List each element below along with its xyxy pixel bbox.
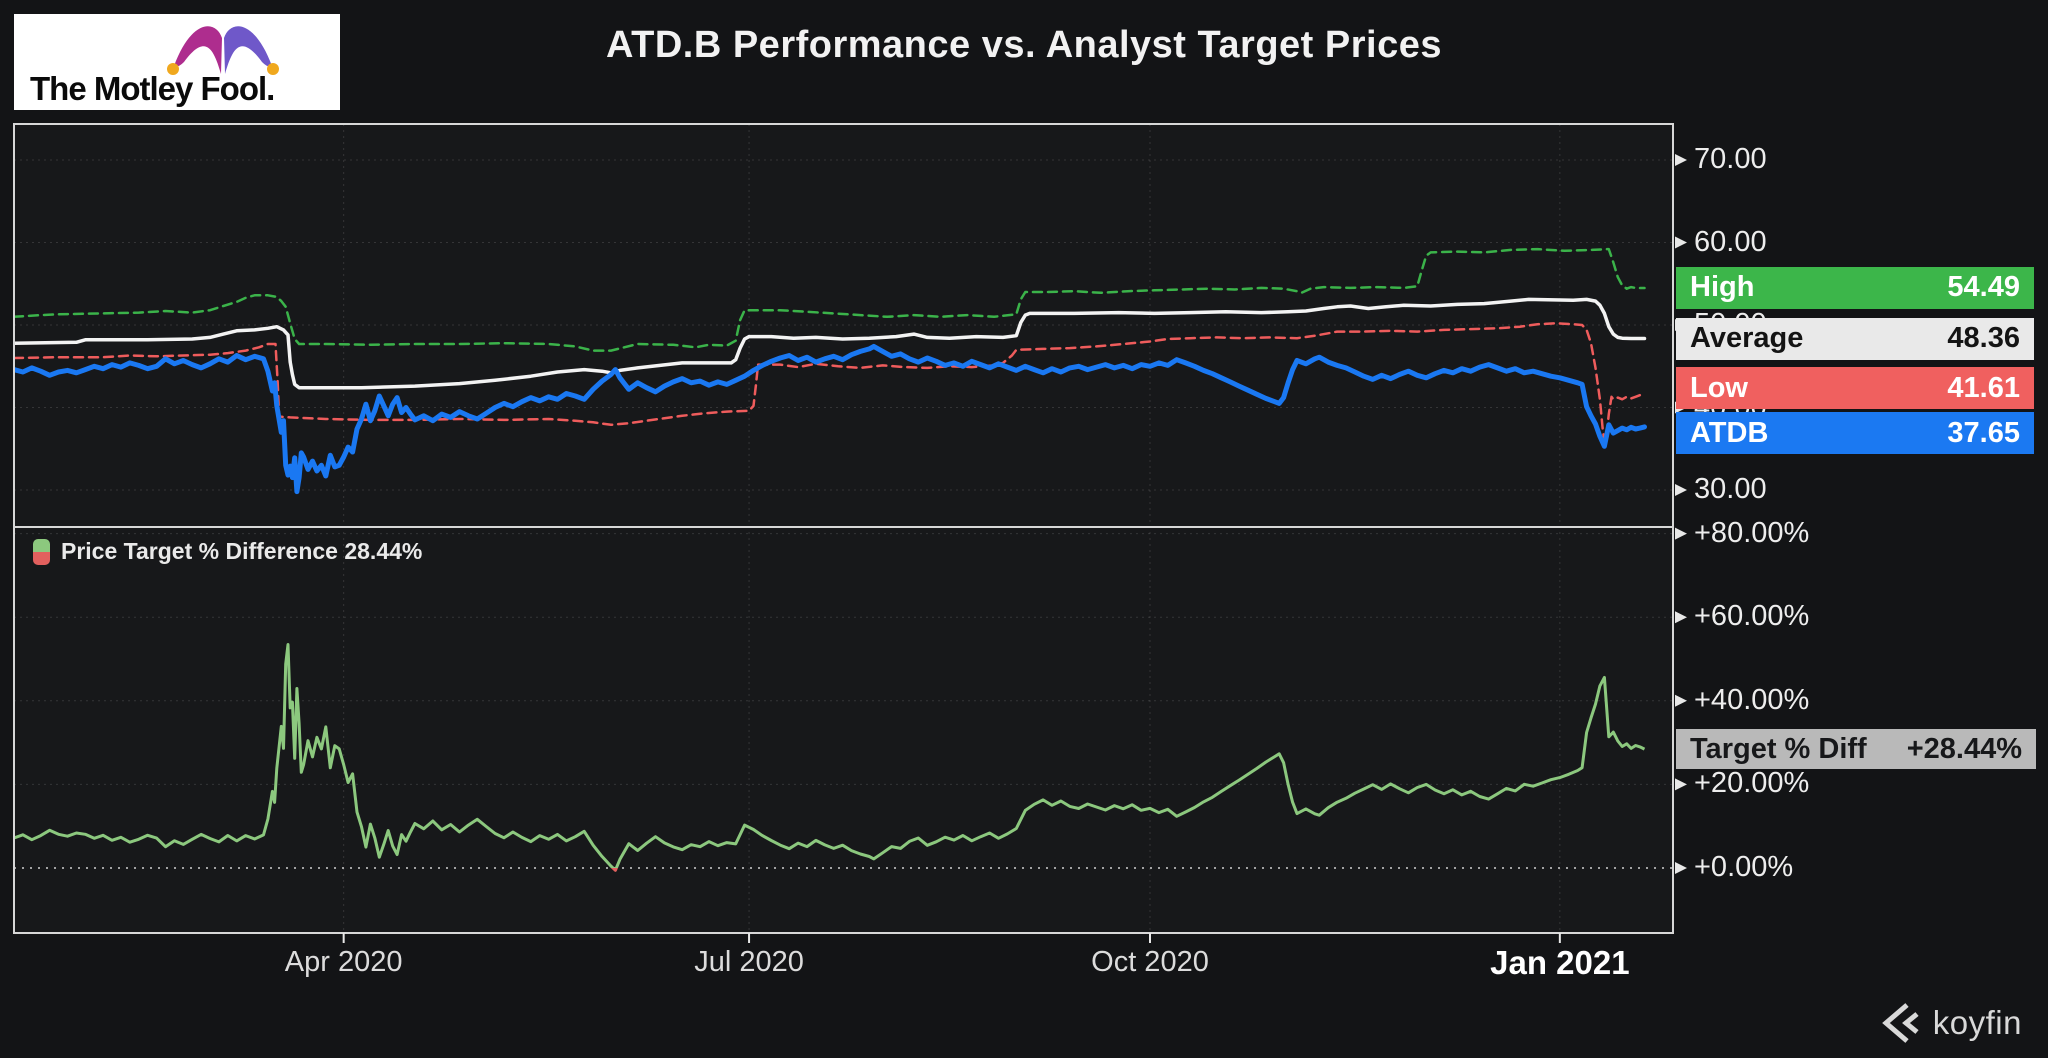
koyfin-logo-icon xyxy=(1881,1003,1919,1043)
atdb-price-line xyxy=(14,343,1647,495)
target-pct-diff-badge: Target % Diff +28.44% xyxy=(1676,729,2036,770)
price-target-pct-line xyxy=(14,643,1646,868)
x-axis-tick-label: Jan 2021 xyxy=(1490,944,1630,981)
koyfin-watermark: koyfin xyxy=(1879,1002,2022,1044)
y-tick-arrow-icon xyxy=(1675,611,1687,624)
pct-diff-legend-icon xyxy=(33,538,50,565)
pct-axis-tick-label: +0.00% xyxy=(1694,851,1794,883)
pct-axis-tick-label: +60.00% xyxy=(1694,600,1810,633)
low-target-badge-value: 41.61 xyxy=(1947,371,2020,404)
high-target-badge-value: 54.49 xyxy=(1947,271,2020,304)
price-axis-tick-label: 60.00 xyxy=(1694,225,1767,258)
low-target-badge-label: Low xyxy=(1690,371,1748,404)
atdb-price-badge-value: 37.65 xyxy=(1947,416,2020,449)
jester-hat-icon xyxy=(167,26,279,75)
high-target-badge-label: High xyxy=(1690,271,1755,304)
motley-fool-logo-text: The Motley Fool. xyxy=(30,70,275,107)
y-tick-arrow-icon xyxy=(1675,154,1687,166)
price-axis-tick-label: 70.00 xyxy=(1694,143,1767,175)
target-pct-diff-badge-label: Target % Diff xyxy=(1690,732,1867,765)
average-target-badge-label: Average xyxy=(1690,322,1804,355)
price-axis-tick-label: 30.00 xyxy=(1694,473,1767,505)
motley-fool-logo: The Motley Fool. xyxy=(14,14,340,110)
pct-axis-tick-label: +20.00% xyxy=(1694,767,1810,800)
y-tick-arrow-icon xyxy=(1675,862,1687,874)
y-tick-arrow-icon xyxy=(1675,484,1687,496)
x-axis-tick-label: Oct 2020 xyxy=(1091,946,1209,978)
atdb-price-badge-label: ATDB xyxy=(1690,416,1769,449)
high-target-badge: High 54.49 xyxy=(1676,266,2034,309)
pct-axis-tick-label: +80.00% xyxy=(1694,516,1810,549)
plot-frame xyxy=(13,123,1674,934)
plot-background xyxy=(14,124,1673,933)
atdb-price-badge: ATDB 37.65 xyxy=(1676,412,2034,455)
y-tick-arrow-icon xyxy=(1675,778,1687,791)
y-tick-arrow-icon xyxy=(1675,694,1687,707)
pct-diff-legend-label: Price Target % Difference 28.44% xyxy=(61,538,423,564)
page-title: ATD.B Performance vs. Analyst Target Pri… xyxy=(606,24,1442,66)
pct-axis-tick-label: +40.00% xyxy=(1694,683,1810,716)
y-tick-arrow-icon xyxy=(1675,527,1687,540)
x-axis-tick-label: Apr 2020 xyxy=(284,946,403,978)
y-tick-arrow-icon xyxy=(1675,236,1687,249)
average-target-badge: Average 48.36 xyxy=(1676,317,2034,360)
low-target-badge: Low 41.61 xyxy=(1676,367,2034,410)
x-axis-tick-label: Jul 2020 xyxy=(694,946,804,978)
average-target-badge-value: 48.36 xyxy=(1947,322,2020,355)
bottom-pane-legend: Price Target % Difference 28.44% xyxy=(33,538,422,565)
koyfin-logo-text: koyfin xyxy=(1932,1004,2022,1041)
high-target-line xyxy=(14,247,1646,352)
average-target-line xyxy=(14,297,1647,390)
target-pct-diff-badge-value: +28.44% xyxy=(1906,732,2022,765)
